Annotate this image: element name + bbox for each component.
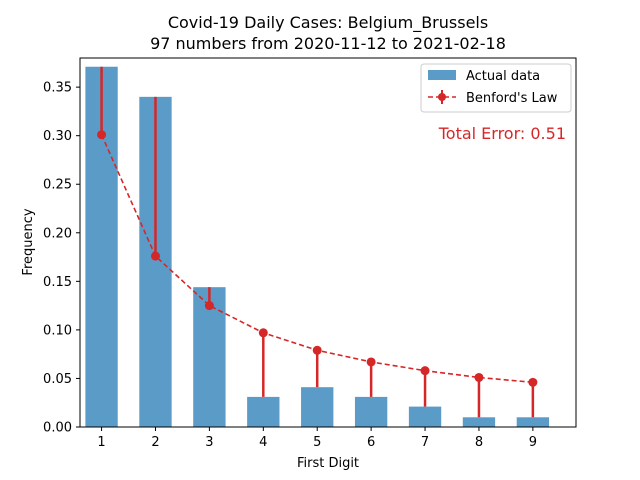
x-tick-label: 2: [151, 435, 159, 450]
benford-point-digit-2: [150, 251, 160, 261]
x-axis-label: First Digit: [297, 456, 359, 471]
benford-point-digit-8: [474, 372, 484, 382]
legend-box: [420, 63, 572, 113]
bar-digit-5: [301, 387, 334, 427]
benford-layer: [97, 130, 538, 387]
x-tick-label: 1: [97, 435, 105, 450]
legend-label-actual: Actual data: [466, 69, 540, 84]
y-tick-label: 0.05: [43, 372, 72, 387]
x-tick-label: 9: [529, 435, 537, 450]
legend-label-benford: Benford's Law: [466, 91, 558, 106]
legend-swatch-actual: [428, 70, 456, 80]
y-tick-label: 0.00: [43, 421, 72, 436]
x-axis: 1 2 3 4 5 6 7 8 9: [97, 427, 537, 450]
chart-subtitle: 97 numbers from 2020-11-12 to 2021-02-18: [150, 34, 506, 53]
chart-title: Covid-19 Daily Cases: Belgium_Brussels: [168, 13, 488, 33]
x-tick-label: 3: [205, 435, 213, 450]
bar-digit-9: [516, 417, 550, 427]
plot-frame: [79, 57, 577, 428]
benford-point-digit-5: [312, 345, 322, 355]
y-tick-label: 0.35: [43, 81, 72, 96]
total-error-annotation: Total Error: 0.51: [438, 124, 566, 143]
x-tick-label: 7: [421, 435, 429, 450]
x-tick-label: 5: [313, 435, 321, 450]
bar-digit-7: [408, 406, 442, 427]
x-tick-label: 4: [259, 435, 267, 450]
y-tick-label: 0.25: [43, 178, 72, 193]
benford-point-digit-6: [366, 357, 376, 367]
benford-point-digit-1: [97, 130, 107, 140]
y-tick-label: 0.10: [43, 323, 72, 338]
benford-point-digit-4: [258, 328, 268, 338]
y-tick-label: 0.30: [43, 129, 72, 144]
legend: Actual data Benford's Law: [420, 63, 572, 113]
x-tick-label: 8: [475, 435, 483, 450]
legend-swatch-benford-marker: [438, 93, 446, 101]
benford-point-digit-3: [204, 301, 214, 311]
y-axis: 0.00 0.05 0.10 0.15 0.20 0.25 0.30 0.35: [43, 81, 80, 436]
error-lines-layer: [100, 66, 535, 418]
benford-point-digit-7: [420, 366, 430, 376]
bar-digit-4: [247, 396, 280, 427]
y-tick-label: 0.15: [43, 275, 72, 290]
bar-digit-8: [462, 417, 496, 427]
benford-point-digit-9: [528, 377, 538, 387]
bar-digit-6: [354, 396, 388, 427]
y-axis-label: Frequency: [21, 208, 36, 275]
y-tick-label: 0.20: [43, 226, 72, 241]
x-tick-label: 6: [367, 435, 375, 450]
